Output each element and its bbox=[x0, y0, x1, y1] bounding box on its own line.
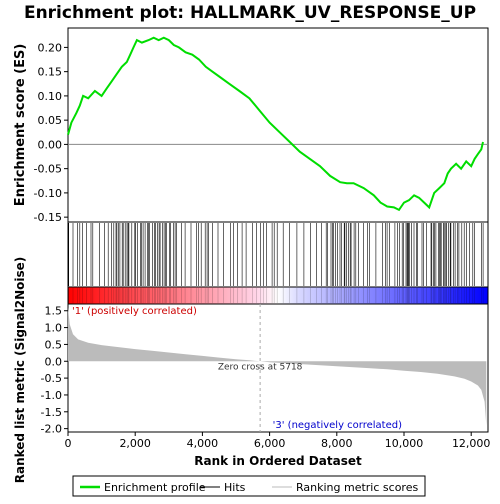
es-tick-label: 0.00 bbox=[38, 138, 63, 151]
metric-tick-label: 1.5 bbox=[45, 305, 63, 318]
metric-tick-label: -0.5 bbox=[41, 372, 62, 385]
x-tick-label: 4,000 bbox=[187, 437, 219, 450]
es-tick-label: 0.10 bbox=[38, 90, 63, 103]
x-axis: 0 2,000 4,000 6,000 8,000 10,000 12,000 bbox=[65, 432, 491, 450]
es-axis: 0.20 0.15 0.10 0.05 0.00 -0.05 -0.10 -0.15 bbox=[34, 41, 68, 224]
legend-label: Hits bbox=[224, 481, 246, 494]
legend: Enrichment profile Hits Ranking metric sco… bbox=[80, 481, 418, 494]
x-tick-label: 2,000 bbox=[119, 437, 151, 450]
metric-y-label: Ranked list metric (Signal2Noise) bbox=[13, 257, 27, 484]
metric-tick-label: -2.0 bbox=[41, 423, 62, 436]
es-tick-label: 0.20 bbox=[38, 41, 63, 54]
x-tick-label: 12,000 bbox=[452, 437, 491, 450]
legend-box bbox=[72, 475, 426, 497]
es-panel-frame bbox=[67, 27, 489, 223]
rank-gradient-bar bbox=[67, 286, 489, 305]
enrichment-profile-line bbox=[67, 36, 484, 212]
es-tick-label: -0.05 bbox=[34, 163, 62, 176]
metric-tick-label: -1.5 bbox=[41, 406, 62, 419]
hit-lines bbox=[68, 223, 484, 286]
metric-tick-label: -1.0 bbox=[41, 389, 62, 402]
x-tick-label: 8,000 bbox=[321, 437, 353, 450]
x-axis-label: Rank in Ordered Dataset bbox=[194, 454, 362, 468]
zero-cross-label: Zero cross at 5718 bbox=[218, 362, 303, 372]
es-tick-label: -0.15 bbox=[34, 211, 62, 224]
legend-label: Ranking metric scores bbox=[296, 481, 418, 494]
legend-label: Enrichment profile bbox=[104, 481, 206, 494]
metric-tick-label: 0.0 bbox=[45, 355, 63, 368]
gradient-hit-marks bbox=[68, 288, 484, 303]
es-tick-label: -0.10 bbox=[34, 187, 62, 200]
hits-panel-frame bbox=[67, 221, 489, 288]
metric-tick-label: 0.5 bbox=[45, 338, 63, 351]
negative-correlation-label: '3' (negatively correlated) bbox=[273, 420, 402, 431]
es-y-label: Enrichment score (ES) bbox=[13, 44, 28, 207]
x-tick-label: 10,000 bbox=[385, 437, 424, 450]
metric-tick-label: 1.0 bbox=[45, 322, 63, 335]
ranking-metric-area bbox=[68, 307, 487, 426]
metric-axis: 1.5 1.0 0.5 0.0 -0.5 -1.0 -1.5 -2.0 bbox=[41, 305, 68, 436]
positive-correlation-label: '1' (positively correlated) bbox=[72, 306, 197, 317]
x-tick-label: 0 bbox=[65, 437, 72, 450]
es-tick-label: 0.05 bbox=[38, 114, 63, 127]
es-tick-label: 0.15 bbox=[38, 66, 63, 79]
x-tick-label: 6,000 bbox=[254, 437, 286, 450]
chart-title: Enrichment plot: HALLMARK_UV_RESPONSE_UP bbox=[24, 3, 476, 23]
